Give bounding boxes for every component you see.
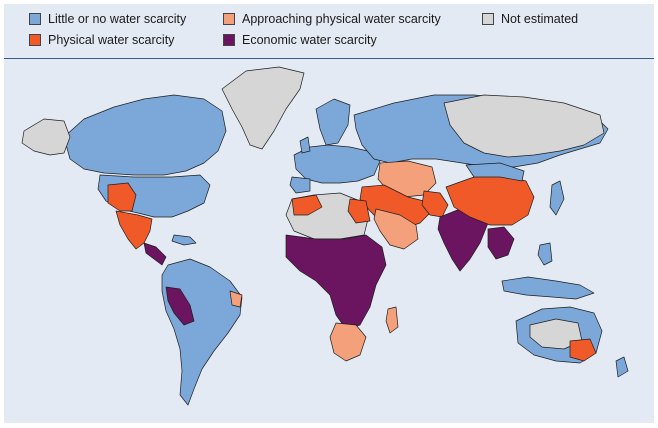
region-south-america	[161, 258, 243, 406]
region-greenland	[221, 66, 305, 150]
region-siberia-east	[443, 94, 605, 158]
legend-swatch-approaching	[223, 13, 235, 25]
legend-swatch-physical	[29, 34, 41, 46]
region-egypt	[347, 198, 371, 224]
region-central-america	[143, 242, 167, 266]
figure-frame: Little or no water scarcity Approaching …	[4, 4, 654, 423]
world-map	[4, 59, 654, 423]
region-new-zealand	[615, 356, 629, 378]
region-australia-southeast	[569, 338, 597, 362]
legend-item-physical: Physical water scarcity	[29, 33, 174, 47]
region-andes-economic	[165, 286, 195, 326]
legend-item-little: Little or no water scarcity	[29, 12, 186, 26]
legend-item-economic: Economic water scarcity	[223, 33, 377, 47]
legend-label-approaching: Approaching physical water scarcity	[242, 12, 441, 26]
region-mongolia	[465, 162, 525, 182]
region-arabia	[373, 208, 419, 250]
region-southeast-asia	[487, 226, 515, 260]
region-brazil-east	[229, 290, 243, 308]
legend-label-not-estimated: Not estimated	[501, 12, 579, 26]
region-japan	[549, 180, 565, 216]
legend-label-physical: Physical water scarcity	[48, 33, 175, 47]
world-map-svg	[21, 66, 629, 406]
region-scandinavia	[315, 98, 351, 146]
region-alaska	[21, 118, 71, 156]
legend: Little or no water scarcity Approaching …	[4, 4, 654, 56]
region-philippines	[537, 242, 553, 266]
region-indonesia	[501, 276, 595, 300]
region-canada	[63, 94, 227, 176]
legend-item-not-estimated: Not estimated	[482, 12, 578, 26]
region-mexico	[115, 210, 153, 250]
legend-label-economic: Economic water scarcity	[242, 33, 377, 47]
legend-item-approaching: Approaching physical water scarcity	[223, 12, 441, 26]
region-caribbean	[171, 234, 197, 246]
legend-swatch-economic	[223, 34, 235, 46]
region-subsaharan-africa	[285, 234, 387, 330]
region-southern-africa	[329, 322, 367, 362]
region-madagascar	[385, 306, 399, 334]
region-maghreb	[291, 194, 323, 216]
region-uk	[299, 136, 311, 154]
legend-swatch-little	[29, 13, 41, 25]
legend-divider	[4, 58, 654, 59]
region-iberia	[289, 176, 311, 194]
region-usa-southwest	[107, 182, 137, 212]
legend-label-little: Little or no water scarcity	[48, 12, 187, 26]
legend-swatch-not-estimated	[482, 13, 494, 25]
